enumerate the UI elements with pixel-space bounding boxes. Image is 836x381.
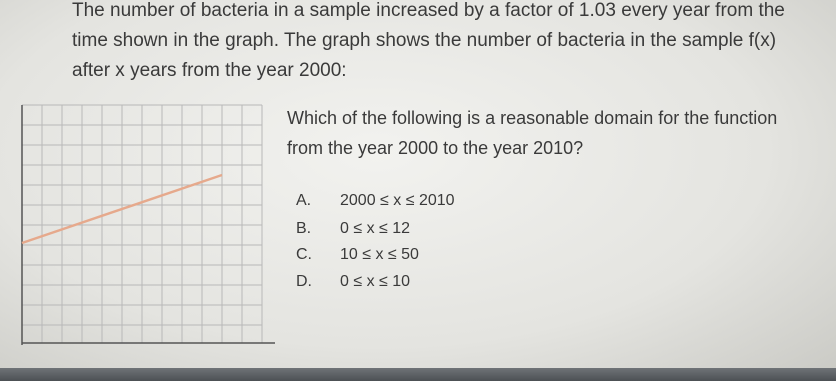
option[interactable]: A. 2000 ≤ x ≤ 2010 bbox=[296, 192, 455, 210]
option[interactable]: C. 10 ≤ x ≤ 50 bbox=[296, 246, 419, 264]
option-text: 10 ≤ x ≤ 50 bbox=[340, 246, 419, 263]
question-line: Which of the following is a reasonable d… bbox=[287, 108, 778, 128]
bottom-bar bbox=[0, 368, 836, 381]
intro-line: time shown in the graph. The graph shows… bbox=[72, 30, 777, 51]
option-letter: A. bbox=[296, 192, 312, 209]
intro-line: after x years from the year 2000: bbox=[72, 60, 347, 81]
option-letter: B. bbox=[296, 220, 312, 237]
option[interactable]: B. 0 ≤ x ≤ 12 bbox=[296, 220, 410, 238]
option-text: 0 ≤ x ≤ 10 bbox=[340, 273, 411, 290]
option-text: 0 ≤ x ≤ 12 bbox=[340, 220, 411, 237]
graph bbox=[21, 104, 275, 345]
intro-line: The number of bacteria in a sample incre… bbox=[72, 0, 785, 21]
question-line: from the year 2000 to the year 2010? bbox=[287, 138, 584, 158]
option-letter: D. bbox=[296, 273, 312, 290]
option[interactable]: D. 0 ≤ x ≤ 10 bbox=[296, 273, 410, 291]
option-text: 2000 ≤ x ≤ 2010 bbox=[340, 192, 455, 209]
option-letter: C. bbox=[296, 246, 312, 263]
